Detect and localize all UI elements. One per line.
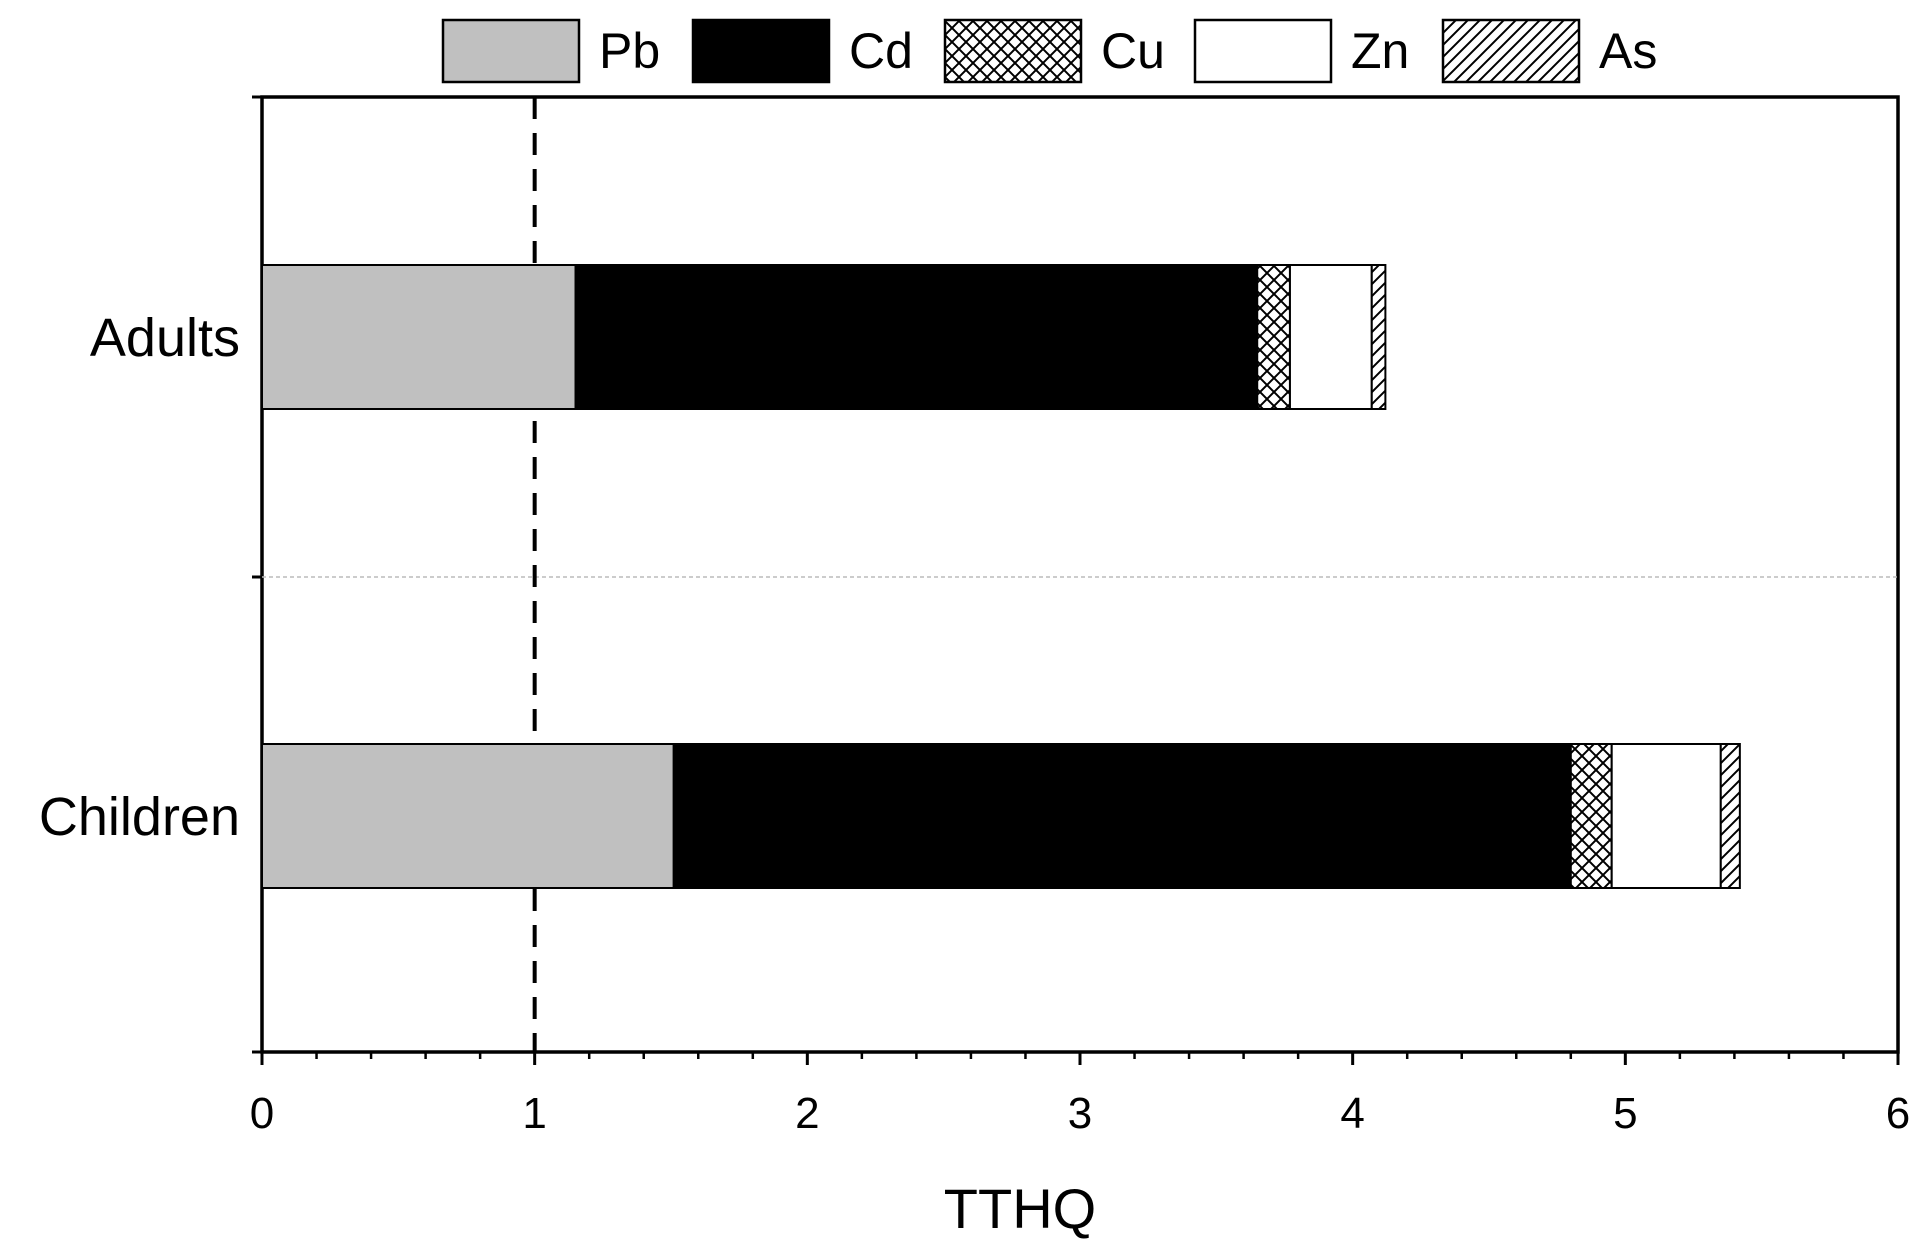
bar-adults-pb bbox=[261, 264, 577, 410]
x-tick-label: 3 bbox=[1068, 1089, 1092, 1138]
legend-swatch-cu bbox=[943, 18, 1083, 84]
legend-label-zn: Zn bbox=[1351, 23, 1409, 79]
plot-area bbox=[252, 95, 1900, 1054]
bar-adults-as bbox=[1370, 264, 1387, 410]
x-tick-label: 0 bbox=[250, 1089, 274, 1138]
bar-children-pb bbox=[261, 743, 675, 889]
bars: Adults Children bbox=[39, 264, 1741, 889]
bar-adults-cd bbox=[574, 264, 1259, 410]
plot-frame bbox=[260, 95, 1900, 1054]
legend-swatch-as bbox=[1441, 18, 1581, 84]
bar-children-as bbox=[1719, 743, 1741, 889]
legend: Pb Cd Cu Zn As bbox=[441, 18, 1657, 84]
x-tick-label: 1 bbox=[522, 1089, 546, 1138]
legend-label-pb: Pb bbox=[599, 23, 660, 79]
bar-children-cu bbox=[1569, 743, 1613, 889]
bar-adults-cu bbox=[1256, 264, 1291, 410]
bar-children-cd bbox=[672, 743, 1572, 889]
bar-adults-zn bbox=[1288, 264, 1373, 410]
legend-swatch-zn bbox=[1193, 18, 1333, 84]
x-tick-label: 4 bbox=[1340, 1089, 1364, 1138]
legend-label-as: As bbox=[1599, 23, 1657, 79]
category-label-children: Children bbox=[39, 787, 240, 847]
x-tick-label: 2 bbox=[795, 1089, 819, 1138]
legend-swatch-cd bbox=[691, 18, 831, 84]
legend-label-cu: Cu bbox=[1101, 23, 1165, 79]
x-tick-label: 6 bbox=[1886, 1089, 1910, 1138]
bar-children-zn bbox=[1610, 743, 1722, 889]
legend-swatch-pb bbox=[441, 18, 581, 84]
x-axis-title: TTHQ bbox=[944, 1177, 1096, 1240]
legend-label-cd: Cd bbox=[849, 23, 913, 79]
category-label-adults: Adults bbox=[90, 308, 240, 368]
x-tick-label: 5 bbox=[1613, 1089, 1637, 1138]
x-axis: 0 1 2 3 4 5 6 bbox=[250, 1052, 1910, 1138]
